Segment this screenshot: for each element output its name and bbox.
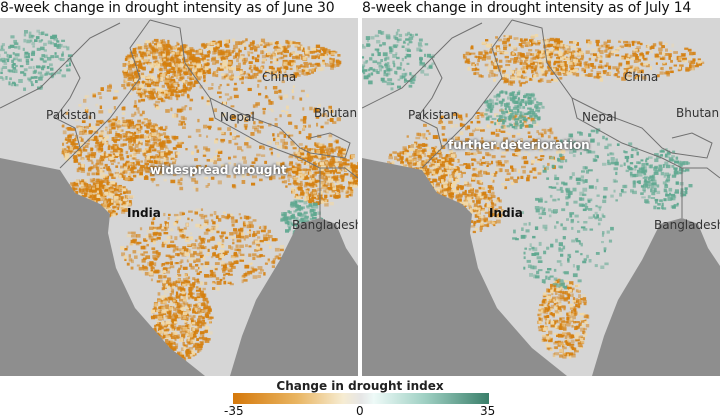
label-bhutan: Bhutan [314, 106, 358, 120]
panel-title-june: 8-week change in drought intensity as of… [0, 0, 335, 16]
label-pakistan: Pakistan [408, 108, 459, 122]
map-july: China Pakistan Nepal Bhutan India Bangladesh f… [362, 18, 720, 376]
legend-title: Change in drought index [276, 379, 444, 393]
label-china: China [262, 70, 297, 84]
label-bangladesh: Bangladesh [654, 218, 720, 232]
label-india: India [127, 206, 161, 220]
label-nepal: Nepal [220, 110, 255, 124]
annotation: widespread drought [150, 163, 287, 177]
legend-colorbar [233, 393, 489, 404]
legend-max: 35 [480, 404, 496, 418]
label-nepal: Nepal [582, 110, 617, 124]
legend-min: -35 [224, 404, 244, 418]
label-pakistan: Pakistan [46, 108, 97, 122]
label-bhutan: Bhutan [676, 106, 720, 120]
label-india: India [489, 206, 523, 220]
sea [0, 158, 358, 376]
label-bangladesh: Bangladesh [292, 218, 358, 232]
borders [362, 19, 720, 218]
map-june: China Pakistan Nepal Bhutan India Bangladesh w… [0, 18, 358, 376]
drought-change-pixels [362, 29, 705, 359]
legend-mid: 0 [356, 404, 364, 418]
borders [0, 19, 358, 218]
annotation: further deterioration [448, 138, 590, 152]
label-china: China [624, 70, 659, 84]
sea [362, 158, 720, 376]
panel-title-july: 8-week change in drought intensity as of… [362, 0, 692, 16]
